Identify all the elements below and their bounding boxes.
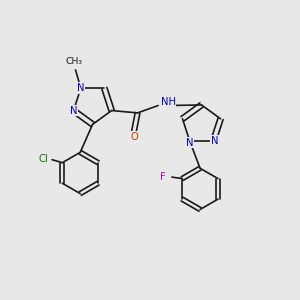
- Text: Cl: Cl: [39, 154, 49, 164]
- Text: CH₃: CH₃: [65, 57, 83, 66]
- Text: O: O: [130, 132, 138, 142]
- Text: N: N: [70, 106, 77, 116]
- Text: NH: NH: [160, 97, 175, 107]
- Text: F: F: [160, 172, 166, 182]
- Text: N: N: [186, 138, 194, 148]
- Text: N: N: [77, 83, 85, 93]
- Text: N: N: [211, 136, 218, 146]
